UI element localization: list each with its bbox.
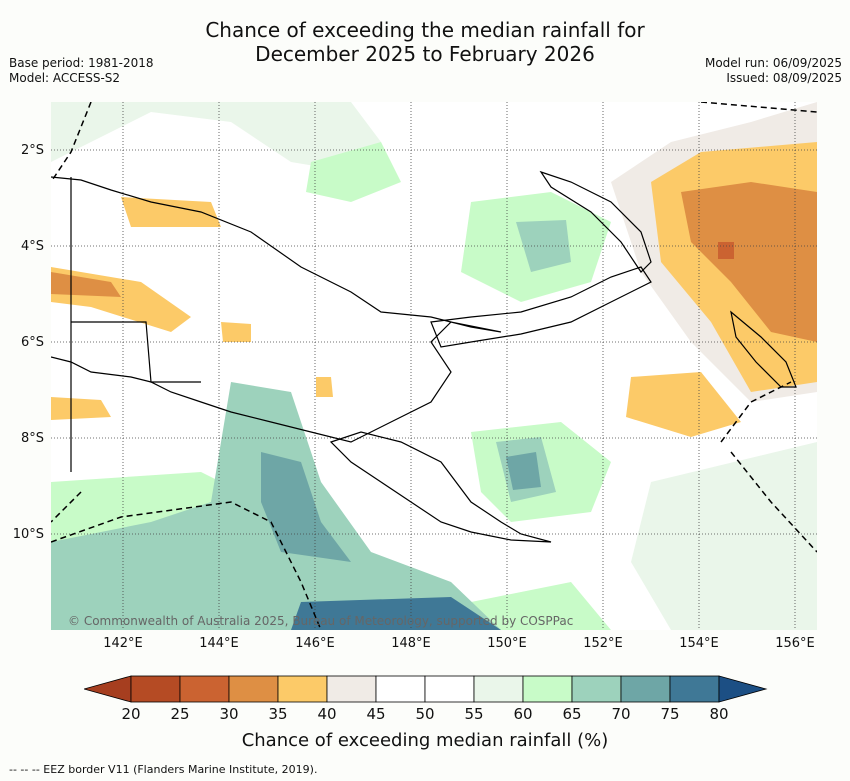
colorbar-segment	[277, 675, 328, 703]
colorbar-tick-65: 65	[562, 705, 582, 723]
colorbar	[84, 675, 768, 703]
colorbar-segment	[571, 675, 622, 703]
colorbar-segment	[424, 675, 475, 703]
colorbar-segment	[179, 675, 230, 703]
colorbar-tick-30: 30	[219, 705, 239, 723]
colorbar-title: Chance of exceeding median rainfall (%)	[241, 730, 609, 751]
colorbar-segment	[669, 675, 720, 703]
colorbar-tick-40: 40	[317, 705, 337, 723]
map-title-line1: Chance of exceeding the median rainfall …	[205, 18, 645, 42]
contour-30-east	[718, 242, 734, 259]
lon-label-146e: 146°E	[295, 636, 335, 651]
lon-label-152e: 152°E	[583, 636, 623, 651]
new-britain	[430, 266, 652, 348]
contour-40-small-west	[221, 322, 251, 342]
contour-40-west-lower	[51, 397, 111, 420]
contour-55-east	[631, 442, 817, 630]
new-ireland	[539, 170, 652, 273]
rainfall-map	[51, 102, 817, 630]
model-run-text: Model run: 06/09/2025	[704, 56, 842, 70]
contour-40-west-upper	[121, 197, 221, 227]
colorbar-tick-25: 25	[170, 705, 190, 723]
colorbar-segment	[473, 675, 524, 703]
contour-35-west-middle	[51, 272, 121, 297]
base-period-text: Base period: 1981-2018	[9, 56, 154, 70]
contour-60-northwest	[306, 142, 401, 202]
lat-label-10s: 10°S	[12, 527, 44, 542]
map-title: Chance of exceeding the median rainfall …	[0, 18, 850, 66]
new-guinea-coast	[51, 176, 502, 443]
lon-label-148e: 148°E	[391, 636, 431, 651]
eez-legend: -- -- -- EEZ border V11 (Flanders Marine…	[9, 763, 318, 776]
colorbar-tick-60: 60	[513, 705, 533, 723]
contour-40-east-lower	[626, 372, 741, 437]
colorbar-tick-70: 70	[611, 705, 631, 723]
lat-label-8s: 8°S	[20, 431, 44, 446]
eez-borders	[51, 102, 817, 630]
colorbar-tick-45: 45	[366, 705, 386, 723]
lon-label-144e: 144°E	[199, 636, 239, 651]
colorbar-segment	[620, 675, 671, 703]
issued-text: Issued: 08/09/2025	[726, 71, 842, 85]
lat-label-2s: 2°S	[20, 143, 44, 158]
colorbar-extend-low	[84, 675, 132, 703]
map-title-line2: December 2025 to February 2026	[255, 42, 595, 66]
coastlines	[51, 170, 797, 543]
colorbar-segment	[375, 675, 426, 703]
colorbar-tick-75: 75	[660, 705, 680, 723]
lon-label-150e: 150°E	[487, 636, 527, 651]
colorbar-segment	[130, 675, 181, 703]
lat-label-4s: 4°S	[20, 239, 44, 254]
bougainville	[730, 310, 797, 388]
colorbar-segment	[326, 675, 377, 703]
model-text: Model: ACCESS-S2	[9, 71, 121, 85]
contour-75-south	[291, 597, 501, 630]
colorbar-segment	[228, 675, 279, 703]
lon-label-142e: 142°E	[103, 636, 143, 651]
map-credit: © Commonwealth of Australia 2025, Bureau…	[68, 614, 574, 628]
contour-70-east	[506, 452, 541, 490]
colorbar-tick-80: 80	[709, 705, 729, 723]
contour-40-small-center	[316, 377, 333, 397]
lat-label-6s: 6°S	[20, 335, 44, 350]
meta-right: Model run: 06/09/2025 Issued: 08/09/2025	[705, 56, 842, 86]
colorbar-tick-55: 55	[464, 705, 484, 723]
contour-70-south	[261, 452, 351, 562]
meta-left: Base period: 1981-2018 Model: ACCESS-S2	[9, 56, 154, 86]
contour-35-east	[681, 182, 817, 342]
colorbar-extend-high	[718, 675, 768, 703]
contour-55-north	[51, 102, 381, 172]
papuan-peninsula	[329, 431, 552, 543]
lon-label-154e: 154°E	[679, 636, 719, 651]
graticule	[51, 102, 817, 630]
lon-label-156e: 156°E	[775, 636, 815, 651]
border-west	[70, 177, 201, 472]
colorbar-segment	[522, 675, 573, 703]
colorbar-tick-20: 20	[121, 705, 141, 723]
colorbar-tick-50: 50	[415, 705, 435, 723]
colorbar-tick-35: 35	[268, 705, 288, 723]
